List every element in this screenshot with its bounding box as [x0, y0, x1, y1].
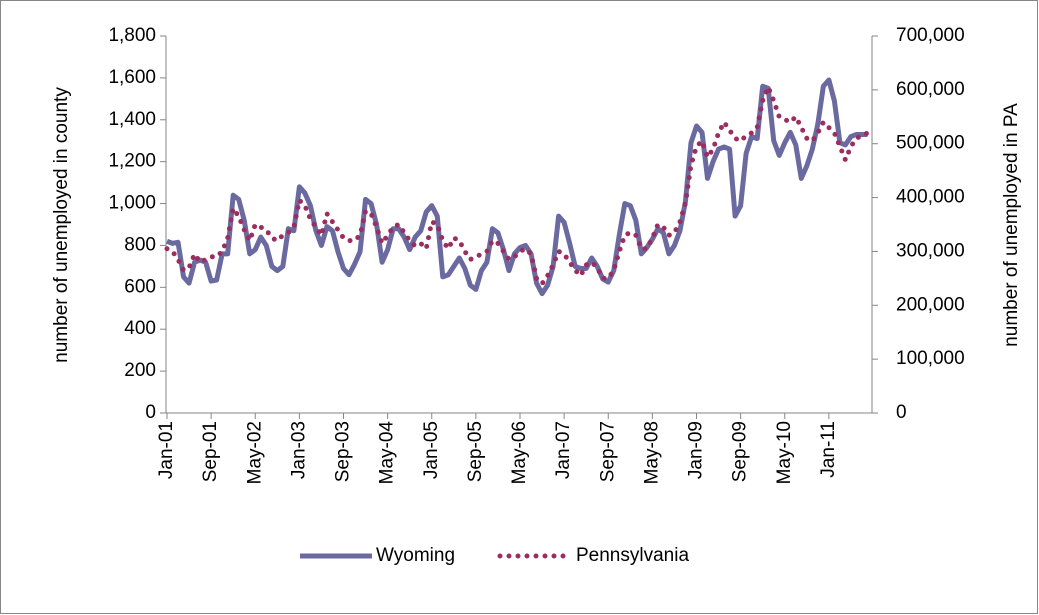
y-tick-label: 200	[124, 360, 156, 381]
y2-tick-label: 500,000	[896, 133, 965, 154]
x-tick-label: May-06	[509, 421, 530, 484]
legend-label: Pennsylvania	[576, 545, 689, 566]
y-tick-label: 1,000	[108, 193, 156, 214]
y2-tick-label: 300,000	[896, 240, 965, 261]
x-tick-label: Jan-11	[818, 421, 839, 478]
x-tick-label: Jan-01	[156, 421, 177, 479]
y-tick-label: 1,600	[108, 67, 156, 88]
legend-label: Wyoming	[376, 545, 455, 566]
x-tick-label: May-02	[244, 421, 265, 484]
y-tick-label: 1,200	[108, 151, 156, 172]
x-tick-label: May-10	[774, 421, 795, 484]
x-tick-label: Sep-05	[465, 421, 486, 482]
series-line	[164, 80, 870, 288]
y2-tick-label: 600,000	[896, 79, 965, 100]
x-tick-label: Jan-03	[288, 421, 309, 479]
x-tick-label: May-08	[641, 421, 662, 484]
y-tick-label: 400	[124, 318, 156, 339]
x-tick-label: Sep-07	[597, 421, 618, 482]
x-tick-label: Sep-09	[730, 421, 751, 482]
series-line	[166, 77, 868, 297]
y2-axis-title: number of unemployed in PA	[1001, 103, 1022, 347]
x-tick-label: Jan-07	[553, 421, 574, 479]
y-tick-label: 1,800	[108, 25, 156, 46]
x-tick-label: Jan-05	[421, 421, 442, 479]
y2-tick-label: 0	[896, 402, 907, 423]
y2-tick-label: 200,000	[896, 294, 965, 315]
x-tick-label: May-04	[377, 421, 398, 485]
x-tick-label: Sep-01	[200, 421, 221, 482]
y2-tick-label: 700,000	[896, 25, 965, 46]
y2-tick-label: 400,000	[896, 187, 965, 208]
y-axis-title: number of unemployed in county	[51, 87, 72, 363]
y-tick-label: 800	[124, 234, 156, 255]
y-tick-label: 1,400	[108, 109, 156, 130]
y2-tick-label: 100,000	[896, 348, 965, 369]
x-tick-label: Sep-03	[333, 421, 354, 482]
x-tick-label: Jan-09	[686, 421, 707, 479]
y-tick-label: 0	[145, 402, 156, 423]
y-tick-label: 600	[124, 276, 156, 297]
